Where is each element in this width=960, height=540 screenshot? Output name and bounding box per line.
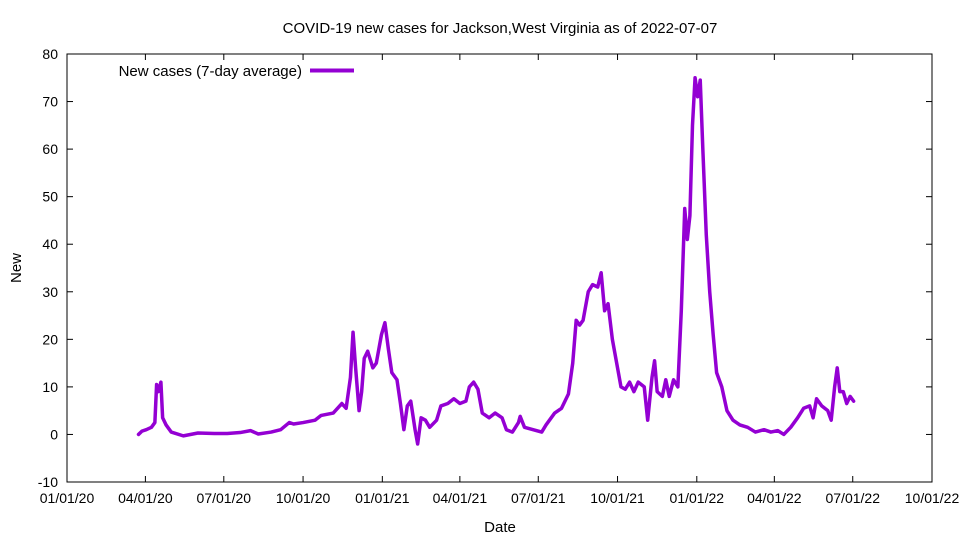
y-tick-label: 40 (42, 236, 58, 252)
plot-frame (66, 53, 933, 483)
y-tick-label: 80 (42, 46, 58, 62)
y-tick-label: 50 (42, 189, 58, 205)
y-tick-label: -10 (38, 474, 58, 490)
y-axis-ticks: -10 0 10 20 30 40 50 60 70 80 (38, 46, 932, 490)
y-tick-label: 20 (42, 331, 58, 347)
x-tick-label: 01/01/21 (355, 490, 410, 506)
x-tick-label: 07/01/20 (197, 490, 252, 506)
x-tick-label: 10/01/21 (590, 490, 645, 506)
x-axis-ticks: 01/01/20 04/01/20 07/01/20 10/01/20 01/01/21… (40, 54, 960, 506)
chart-title: COVID-19 new cases for Jackson,West Virg… (283, 20, 718, 37)
legend: New cases (7-day average) (119, 63, 354, 80)
x-tick-label: 01/01/20 (40, 490, 95, 506)
legend-label: New cases (7-day average) (119, 63, 302, 80)
x-tick-label: 10/01/20 (276, 490, 331, 506)
y-tick-label: 10 (42, 379, 58, 395)
series-layer (136, 76, 856, 446)
x-tick-label: 04/01/22 (747, 490, 802, 506)
x-tick-label: 04/01/20 (118, 490, 173, 506)
x-tick-label: 07/01/21 (511, 490, 566, 506)
y-tick-label: 30 (42, 284, 58, 300)
y-tick-label: 0 (50, 426, 58, 442)
series-line (136, 76, 856, 446)
y-axis-label: New (8, 253, 25, 283)
x-tick-label: 10/01/22 (905, 490, 960, 506)
y-tick-label: 70 (42, 94, 58, 110)
x-tick-label: 07/01/22 (825, 490, 880, 506)
x-tick-label: 01/01/22 (670, 490, 725, 506)
y-tick-label: 60 (42, 141, 58, 157)
x-axis-label: Date (484, 519, 516, 536)
x-tick-label: 04/01/21 (433, 490, 488, 506)
